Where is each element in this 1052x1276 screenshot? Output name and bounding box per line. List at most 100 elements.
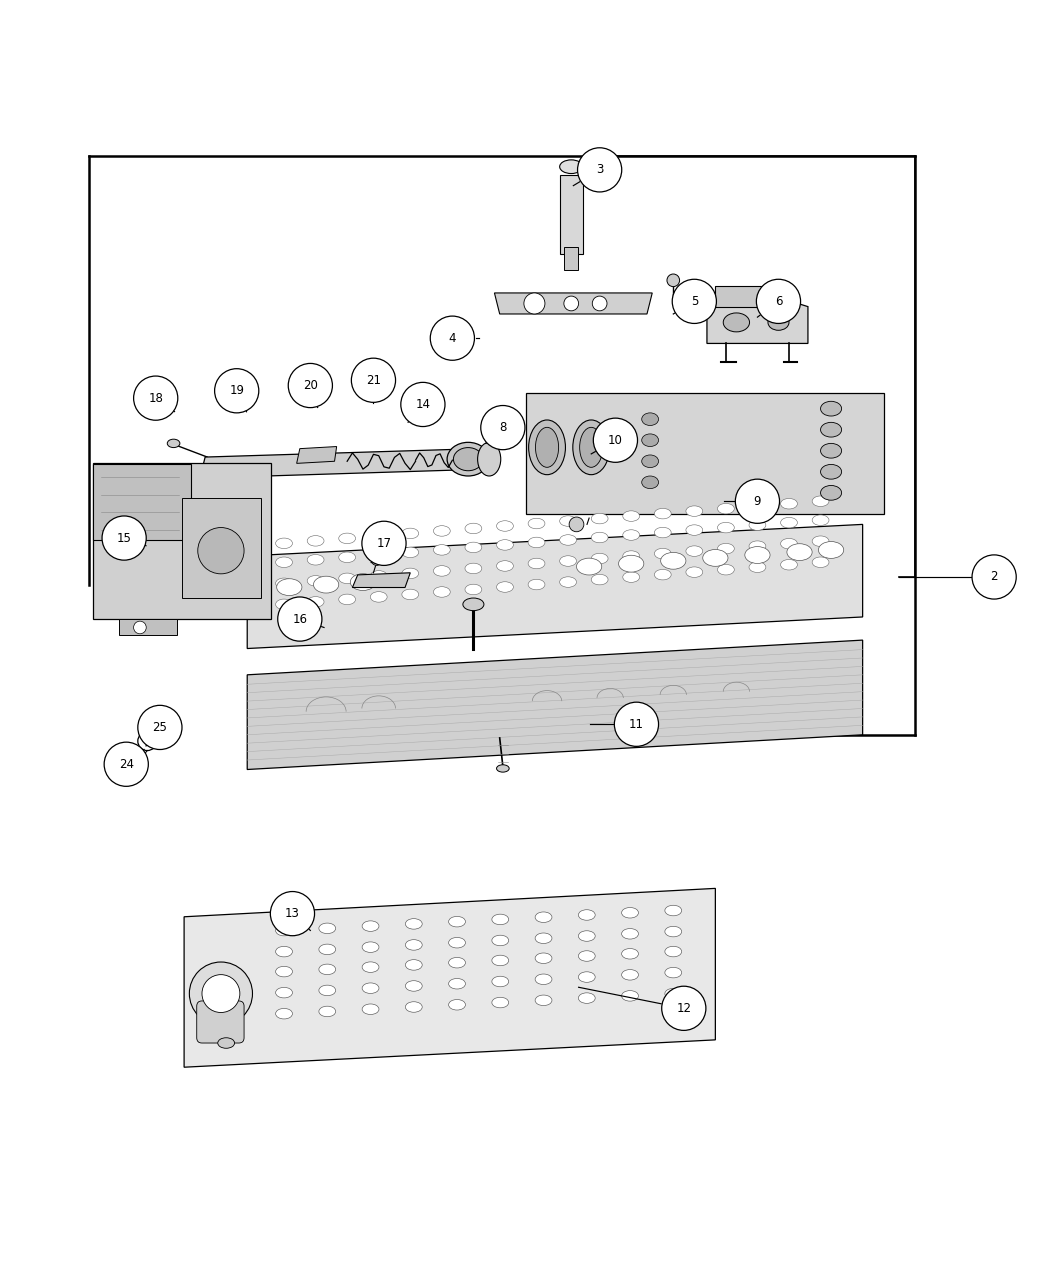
Ellipse shape — [405, 1002, 422, 1012]
Ellipse shape — [560, 577, 576, 587]
Circle shape — [756, 279, 801, 323]
Bar — [560, 175, 583, 254]
Ellipse shape — [405, 960, 422, 970]
Text: 14: 14 — [416, 398, 430, 411]
Circle shape — [593, 419, 638, 462]
Ellipse shape — [402, 547, 419, 558]
Circle shape — [202, 975, 240, 1013]
Ellipse shape — [535, 995, 552, 1005]
Ellipse shape — [591, 574, 608, 584]
Ellipse shape — [654, 569, 671, 579]
Circle shape — [735, 480, 780, 523]
Text: 10: 10 — [608, 434, 623, 447]
Ellipse shape — [622, 929, 639, 939]
Ellipse shape — [528, 579, 545, 590]
Ellipse shape — [821, 464, 842, 480]
Ellipse shape — [362, 962, 379, 972]
Ellipse shape — [497, 764, 509, 772]
Polygon shape — [494, 293, 652, 314]
Text: 19: 19 — [229, 384, 244, 397]
Ellipse shape — [307, 575, 324, 586]
Bar — [93, 464, 191, 540]
Ellipse shape — [768, 314, 789, 330]
Circle shape — [524, 293, 545, 314]
Ellipse shape — [573, 420, 610, 475]
Ellipse shape — [560, 516, 576, 526]
Text: 13: 13 — [285, 907, 300, 920]
Ellipse shape — [622, 948, 639, 960]
Ellipse shape — [724, 313, 749, 332]
Ellipse shape — [405, 981, 422, 991]
Circle shape — [362, 521, 406, 565]
Polygon shape — [200, 449, 479, 478]
Ellipse shape — [654, 527, 671, 537]
Ellipse shape — [433, 545, 450, 555]
Ellipse shape — [447, 443, 489, 476]
Text: 21: 21 — [366, 374, 381, 387]
Ellipse shape — [535, 974, 552, 985]
Ellipse shape — [370, 570, 387, 581]
Ellipse shape — [623, 572, 640, 582]
Text: 11: 11 — [629, 718, 644, 731]
Ellipse shape — [619, 555, 644, 572]
Ellipse shape — [433, 565, 450, 577]
Polygon shape — [707, 291, 808, 343]
Ellipse shape — [319, 965, 336, 975]
Bar — [564, 246, 578, 269]
Ellipse shape — [781, 517, 797, 528]
Ellipse shape — [745, 546, 770, 564]
Ellipse shape — [276, 558, 292, 568]
Ellipse shape — [402, 568, 419, 578]
Ellipse shape — [276, 988, 292, 998]
Ellipse shape — [528, 537, 545, 547]
Ellipse shape — [339, 533, 356, 544]
Ellipse shape — [448, 938, 465, 948]
Ellipse shape — [717, 544, 734, 554]
Text: 12: 12 — [676, 1002, 691, 1014]
Text: 3: 3 — [595, 163, 604, 176]
Circle shape — [189, 962, 252, 1025]
Ellipse shape — [821, 422, 842, 438]
Ellipse shape — [313, 577, 339, 593]
Ellipse shape — [686, 546, 703, 556]
Ellipse shape — [277, 579, 302, 596]
Ellipse shape — [686, 524, 703, 536]
Ellipse shape — [433, 526, 450, 536]
Polygon shape — [247, 524, 863, 648]
Text: 9: 9 — [753, 495, 762, 508]
Circle shape — [371, 555, 382, 565]
Ellipse shape — [535, 933, 552, 943]
Ellipse shape — [665, 989, 682, 999]
Polygon shape — [352, 573, 410, 587]
Ellipse shape — [370, 550, 387, 560]
Ellipse shape — [448, 957, 465, 968]
Ellipse shape — [276, 925, 292, 935]
Ellipse shape — [497, 521, 513, 531]
Polygon shape — [184, 888, 715, 1067]
Ellipse shape — [591, 532, 608, 542]
Ellipse shape — [276, 538, 292, 549]
Ellipse shape — [402, 528, 419, 538]
Ellipse shape — [307, 555, 324, 565]
Ellipse shape — [665, 926, 682, 937]
Ellipse shape — [591, 554, 608, 564]
Circle shape — [278, 597, 322, 641]
Ellipse shape — [665, 947, 682, 957]
Ellipse shape — [528, 558, 545, 569]
Ellipse shape — [787, 544, 812, 560]
Ellipse shape — [686, 505, 703, 517]
Circle shape — [102, 516, 146, 560]
Ellipse shape — [579, 993, 595, 1003]
Ellipse shape — [622, 990, 639, 1002]
Bar — [715, 286, 794, 306]
Circle shape — [569, 517, 584, 532]
Ellipse shape — [642, 456, 659, 467]
Circle shape — [564, 296, 579, 311]
Ellipse shape — [560, 556, 576, 567]
Ellipse shape — [579, 930, 595, 942]
Ellipse shape — [579, 910, 595, 920]
Circle shape — [578, 148, 622, 191]
Ellipse shape — [749, 561, 766, 573]
Text: 2: 2 — [990, 570, 998, 583]
Ellipse shape — [535, 912, 552, 923]
